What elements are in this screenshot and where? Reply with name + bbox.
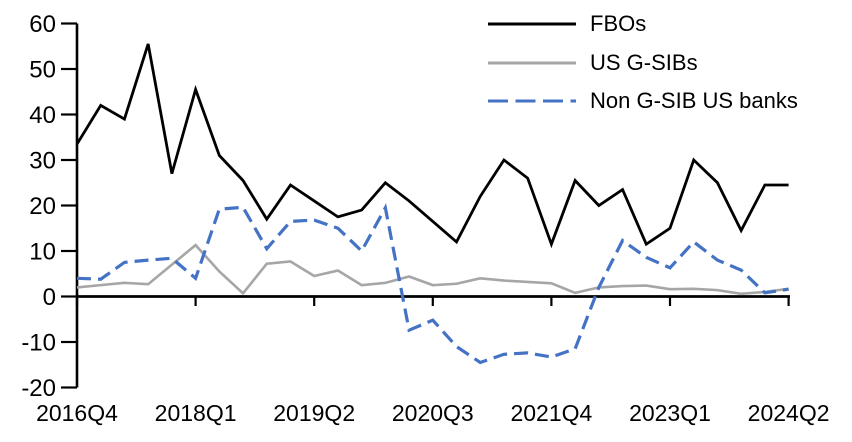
y-tick-label: -20 (21, 375, 56, 402)
legend: FBOs US G-SIBs Non G-SIB US banks (487, 5, 798, 121)
y-tick-label: 20 (29, 193, 56, 220)
legend-label-fbos: FBOs (590, 11, 647, 37)
legend-item-fbos: FBOs (487, 5, 798, 44)
y-tick-label: 0 (43, 284, 56, 311)
series-line-non-gsib-us-banks (76, 203, 789, 365)
x-tick-label: 2024Q2 (748, 400, 830, 426)
legend-item-us-gsibs: US G-SIBs (487, 44, 798, 83)
legend-swatch-non-gsib-us-banks (488, 99, 576, 103)
y-tick-label: -10 (21, 330, 56, 357)
legend-label-non-gsib-us-banks: Non G-SIB US banks (590, 88, 798, 114)
legend-label-us-gsibs: US G-SIBs (590, 49, 698, 75)
x-tick-label: 2023Q1 (629, 400, 711, 426)
y-tick-label: 30 (29, 148, 56, 175)
x-tick-label: 2016Q4 (36, 400, 118, 426)
y-tick-label: 50 (29, 57, 56, 84)
y-tick-label: 10 (29, 239, 56, 266)
y-tick-label: 40 (29, 102, 56, 129)
x-tick-label: 2019Q2 (273, 400, 355, 426)
legend-swatch-fbos (488, 22, 576, 26)
x-tick-label: 2018Q1 (155, 400, 237, 426)
legend-item-non-gsib-us-banks: Non G-SIB US banks (487, 82, 798, 121)
series-line-fbos (75, 43, 789, 249)
y-tick-label: 60 (29, 11, 56, 38)
x-tick-label: 2021Q4 (510, 400, 592, 426)
x-tick-label: 2020Q3 (392, 400, 474, 426)
series-line-us-gsibs (76, 243, 789, 296)
legend-swatch-us-gsibs (488, 61, 576, 65)
